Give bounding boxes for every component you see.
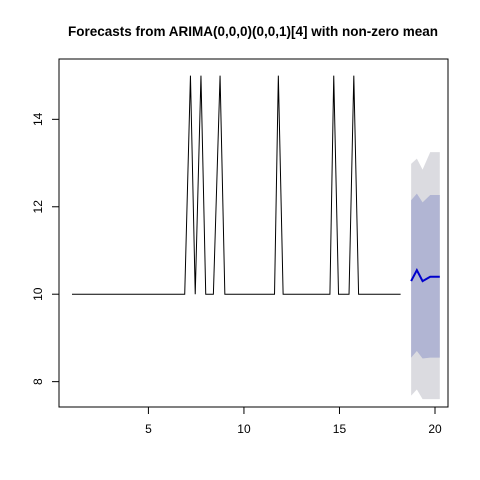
y-tick-label: 12 <box>31 200 45 214</box>
y-axis: 8 10 12 14 <box>31 112 60 385</box>
series-lines <box>71 75 440 295</box>
plot-frame <box>58 58 449 408</box>
series-line-forecast-mean <box>410 268 440 283</box>
y-tick-label: 8 <box>31 378 45 385</box>
x-tick-label: 20 <box>428 422 442 436</box>
y-tick-label: 10 <box>31 287 45 301</box>
series-line-observed <box>71 75 401 295</box>
interval-band-80 <box>411 193 440 359</box>
chart-title: Forecasts from ARIMA(0,0,0)(0,0,1)[4] wi… <box>68 24 438 39</box>
forecast-interval-bands <box>411 152 440 400</box>
y-tick-label: 14 <box>31 112 45 126</box>
x-axis: 5 10 15 20 <box>145 406 442 436</box>
x-tick-label: 10 <box>237 422 251 436</box>
x-tick-label: 5 <box>145 422 152 436</box>
x-tick-label: 15 <box>333 422 347 436</box>
